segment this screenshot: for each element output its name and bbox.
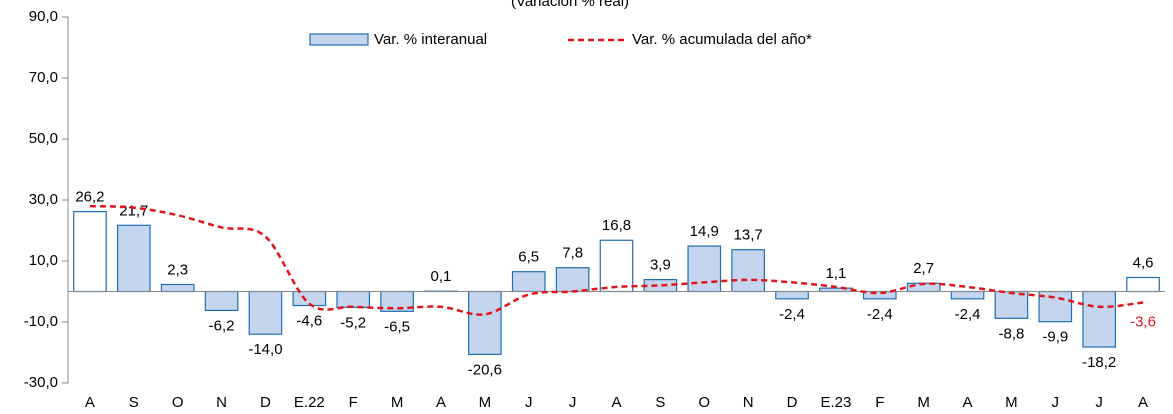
y-tick-label: -10,0	[24, 313, 58, 330]
bar	[511, 271, 546, 293]
x-tick-label: N	[216, 394, 227, 411]
bar-value-label: -8,8	[998, 325, 1024, 342]
bar-value-label: -2,4	[779, 306, 805, 323]
bar	[555, 267, 590, 293]
bar-value-label: 0,1	[431, 268, 452, 285]
x-tick-label: E.22	[294, 394, 325, 411]
bar-value-label: 14,9	[690, 223, 719, 240]
x-tick-label: M	[479, 394, 492, 411]
bar-value-label: -6,5	[384, 318, 410, 335]
bar-value-label: 7,8	[562, 245, 583, 262]
bar	[775, 290, 809, 300]
y-tick-label: 50,0	[29, 130, 58, 147]
bar	[994, 290, 1029, 319]
bar-value-label: 6,5	[518, 249, 539, 266]
bar-value-label: -2,4	[955, 306, 981, 323]
bar-value-label: -9,9	[1042, 329, 1068, 346]
bar-value-label: 1,1	[825, 265, 846, 282]
x-tick-label: M	[917, 394, 930, 411]
y-tick-label: 30,0	[29, 191, 58, 208]
bar-value-label: 21,7	[119, 202, 148, 219]
bar	[73, 210, 107, 293]
bar-value-label: -6,2	[209, 317, 235, 334]
legend-swatch	[309, 33, 369, 46]
bar-value-label: -4,6	[296, 312, 322, 329]
x-tick-label: M	[1005, 394, 1018, 411]
legend-label: Var. % acumulada del año*	[632, 31, 812, 48]
bar	[248, 290, 283, 335]
x-tick-label: A	[436, 394, 446, 411]
y-tick-label: -30,0	[24, 374, 58, 391]
x-tick-label: F	[875, 394, 884, 411]
x-tick-label: D	[260, 394, 271, 411]
bar-value-label: 16,8	[602, 217, 631, 234]
x-tick-label: S	[655, 394, 665, 411]
bar-value-label: 26,2	[75, 189, 104, 206]
y-tick-label: 90,0	[29, 8, 58, 25]
bar	[336, 290, 371, 308]
bar	[819, 287, 853, 293]
bar	[687, 245, 722, 293]
x-tick-label: S	[129, 394, 139, 411]
bar	[950, 290, 985, 300]
y-tick-label: 10,0	[29, 252, 58, 269]
x-tick-label: F	[349, 394, 358, 411]
bar-value-label: 2,3	[167, 261, 188, 278]
bar-value-label: -2,4	[867, 306, 893, 323]
x-tick-label: A	[611, 394, 621, 411]
bar-value-label: -20,6	[468, 361, 502, 378]
bar-value-label: 3,9	[650, 257, 671, 274]
bar-value-label: 13,7	[734, 227, 763, 244]
bar	[468, 290, 502, 355]
bar-value-label: -5,2	[340, 314, 366, 331]
x-tick-label: O	[698, 394, 710, 411]
x-tick-label: E.23	[820, 394, 851, 411]
bar	[599, 239, 634, 293]
bar	[116, 224, 151, 293]
bar-value-label: -14,0	[248, 341, 282, 358]
x-tick-label: N	[743, 394, 754, 411]
x-tick-label: J	[1095, 394, 1103, 411]
x-tick-label: M	[391, 394, 404, 411]
line	[89, 204, 1144, 316]
chart-subtitle: (Variación % real)	[511, 0, 629, 10]
bar	[1126, 276, 1160, 293]
x-tick-label: A	[1138, 394, 1148, 411]
x-tick-label: O	[172, 394, 184, 411]
x-tick-label: J	[1052, 394, 1060, 411]
x-tick-label: A	[85, 394, 95, 411]
x-tick-label: D	[787, 394, 798, 411]
bar	[160, 283, 195, 293]
y-tick-label: 70,0	[29, 69, 58, 86]
line-value-label: -3,6	[1130, 313, 1156, 330]
bar	[1082, 290, 1117, 348]
x-tick-label: A	[963, 394, 973, 411]
bar	[204, 290, 239, 312]
bar-value-label: -18,2	[1082, 354, 1116, 371]
bar-value-label: 4,6	[1133, 254, 1154, 271]
bar-value-label: 2,7	[913, 260, 934, 277]
x-tick-label: J	[569, 394, 577, 411]
x-tick-label: J	[525, 394, 533, 411]
bar	[731, 249, 765, 293]
legend-label: Var. % interanual	[374, 31, 487, 48]
